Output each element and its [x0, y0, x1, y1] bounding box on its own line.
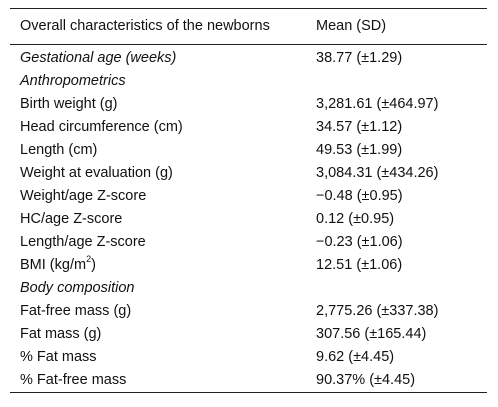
row-label: Length (cm)	[10, 139, 306, 162]
table-row: Fat-free mass (g) 2,775.26 (±337.38)	[10, 300, 487, 323]
row-label-text: Weight/age Z-score	[20, 188, 147, 204]
table-row: Head circumference (cm) 34.57 (±1.12)	[10, 116, 487, 139]
row-value: 34.57 (±1.12)	[316, 119, 403, 135]
row-label: Weight at evaluation (g)	[10, 162, 306, 185]
row-value: 3,281.61 (±464.97)	[316, 96, 439, 112]
table-row: Fat mass (g) 307.56 (±165.44)	[10, 323, 487, 346]
table-row: Length (cm) 49.53 (±1.99)	[10, 139, 487, 162]
row-label-text: Fat mass (g)	[20, 326, 102, 342]
row-value: 0.12 (±0.95)	[316, 211, 395, 227]
table-row: Length/age Z-score −0.23 (±1.06)	[10, 231, 487, 254]
row-label: Weight/age Z-score	[10, 185, 306, 208]
table-row: % Fat mass 9.62 (±4.45)	[10, 346, 487, 369]
table-row: Weight at evaluation (g) 3,084.31 (±434.2…	[10, 162, 487, 185]
table-row: Gestational age (weeks) 38.77 (±1.29)	[10, 45, 487, 71]
header-characteristics: Overall characteristics of the newborns	[20, 18, 270, 34]
row-label-text: Length/age Z-score	[20, 234, 146, 250]
row-label-text: Gestational age (weeks)	[20, 50, 177, 66]
row-label: Length/age Z-score	[10, 231, 306, 254]
row-label: % Fat mass	[10, 346, 306, 369]
row-label: Birth weight (g)	[10, 93, 306, 116]
newborn-characteristics-table: Overall characteristics of the newborns …	[10, 8, 487, 393]
row-value: 2,775.26 (±337.38)	[316, 303, 439, 319]
row-label-text: Length (cm)	[20, 142, 98, 158]
row-label: Anthropometrics	[10, 70, 306, 93]
row-label-text: % Fat-free mass	[20, 372, 127, 388]
row-label: % Fat-free mass	[10, 369, 306, 393]
row-label-superscript: 2	[86, 254, 92, 265]
row-value: 90.37% (±4.45)	[316, 372, 416, 388]
row-value: 9.62 (±4.45)	[316, 349, 395, 365]
row-label: BMI (kg/m2)	[10, 254, 306, 277]
table-row: % Fat-free mass 90.37% (±4.45)	[10, 369, 487, 393]
row-value: −0.48 (±0.95)	[316, 188, 403, 204]
row-label-text: Birth weight (g)	[20, 96, 118, 112]
table-row: Weight/age Z-score −0.48 (±0.95)	[10, 185, 487, 208]
row-label: Fat-free mass (g)	[10, 300, 306, 323]
row-label-tail: )	[91, 257, 96, 273]
table-row: Body composition	[10, 277, 487, 300]
row-label-text: BMI (kg/m	[20, 257, 87, 273]
row-value: −0.23 (±1.06)	[316, 234, 403, 250]
row-value: 38.77 (±1.29)	[316, 50, 403, 66]
row-label: Body composition	[10, 277, 306, 300]
row-label-text: % Fat mass	[20, 349, 97, 365]
table-body: Gestational age (weeks) 38.77 (±1.29) Anth…	[10, 45, 487, 393]
table-header-row: Overall characteristics of the newborns …	[10, 8, 487, 45]
data-table-container: Overall characteristics of the newborns …	[10, 8, 487, 393]
row-label: Gestational age (weeks)	[10, 45, 306, 71]
row-label: Head circumference (cm)	[10, 116, 306, 139]
row-value	[306, 277, 487, 300]
table-row: Anthropometrics	[10, 70, 487, 93]
row-value: 12.51 (±1.06)	[316, 257, 403, 273]
row-label-text: Body composition	[20, 280, 135, 296]
table-row: Birth weight (g) 3,281.61 (±464.97)	[10, 93, 487, 116]
row-label-text: HC/age Z-score	[20, 211, 123, 227]
row-value	[306, 70, 487, 93]
row-label-text: Weight at evaluation (g)	[20, 165, 173, 181]
row-label-text: Fat-free mass (g)	[20, 303, 132, 319]
table-row: BMI (kg/m2) 12.51 (±1.06)	[10, 254, 487, 277]
row-value: 49.53 (±1.99)	[316, 142, 403, 158]
row-value: 307.56 (±165.44)	[316, 326, 427, 342]
row-label-text: Head circumference (cm)	[20, 119, 183, 135]
table-row: HC/age Z-score 0.12 (±0.95)	[10, 208, 487, 231]
header-mean-sd: Mean (SD)	[316, 18, 387, 34]
row-value: 3,084.31 (±434.26)	[316, 165, 439, 181]
row-label-text: Anthropometrics	[20, 73, 126, 89]
row-label: Fat mass (g)	[10, 323, 306, 346]
row-label: HC/age Z-score	[10, 208, 306, 231]
